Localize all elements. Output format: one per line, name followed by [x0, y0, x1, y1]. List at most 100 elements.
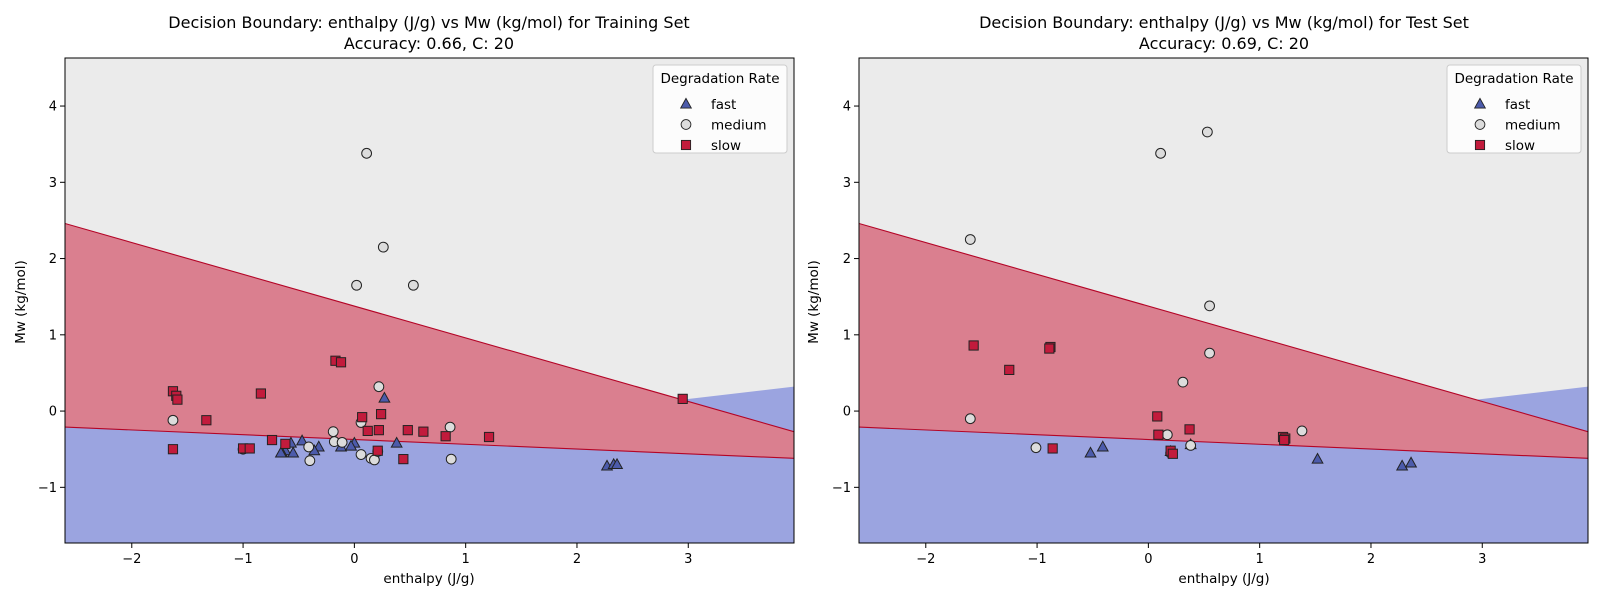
point-slow — [255, 388, 266, 399]
point-medium — [1177, 376, 1189, 388]
chart-subtitle: Accuracy: 0.66, C: 20 — [344, 34, 514, 53]
point-medium — [1185, 439, 1197, 451]
point-medium — [303, 441, 315, 453]
x-axis-label: enthalpy (J/g) — [383, 571, 474, 587]
point-medium — [327, 426, 339, 438]
point-slow — [357, 412, 368, 423]
point-slow — [1167, 448, 1178, 459]
point-slow — [1279, 434, 1290, 446]
region-fast — [859, 427, 1588, 543]
point-fast — [390, 436, 403, 448]
point-medium — [351, 279, 363, 291]
scatter-points — [167, 147, 688, 471]
point-slow — [373, 425, 384, 436]
legend-marker-medium — [680, 119, 692, 130]
point-slow — [483, 431, 495, 443]
y-tick-label: 1 — [49, 328, 57, 343]
point-slow — [172, 394, 183, 405]
point-slow — [1047, 443, 1058, 454]
point-medium — [1201, 126, 1213, 138]
point-fast — [295, 434, 309, 446]
x-tick-label: −2 — [916, 552, 935, 567]
point-slow — [398, 454, 409, 465]
legend-marker-medium — [1474, 119, 1486, 130]
legend-label-medium: medium — [1505, 118, 1560, 134]
chart-training-set: Decision Boundary: enthalpy (J/g) vs Mw … — [13, 13, 795, 587]
legend-marker-slow — [680, 139, 692, 151]
point-medium — [377, 241, 389, 253]
legend-label-fast: fast — [711, 97, 736, 113]
region-slow — [65, 223, 794, 459]
legend: Degradation Rate fast medium slow — [1446, 64, 1582, 154]
point-slow — [201, 415, 212, 426]
legend-title: Degradation Rate — [660, 71, 779, 87]
point-slow — [167, 444, 179, 455]
point-fast — [286, 446, 300, 458]
point-slow — [244, 443, 255, 454]
legend-label-slow: slow — [1505, 138, 1535, 154]
point-medium — [444, 421, 456, 433]
point-medium — [336, 436, 348, 448]
y-tick-label: 4 — [49, 100, 57, 115]
legend-label-slow: slow — [711, 138, 741, 154]
point-slow — [335, 357, 347, 368]
x-tick-label: 1 — [462, 552, 470, 567]
point-fast — [1084, 446, 1097, 458]
y-tick-label: −1 — [832, 481, 851, 496]
point-fast — [610, 457, 624, 469]
point-medium — [407, 279, 419, 291]
point-fast — [344, 439, 358, 451]
boundary-line-upper — [859, 222, 1588, 433]
legend-marker-fast — [1473, 97, 1487, 109]
point-fast — [378, 391, 391, 403]
point-slow — [677, 393, 688, 404]
point-slow — [280, 438, 291, 449]
point-slow — [440, 431, 451, 442]
point-medium — [964, 413, 976, 425]
point-medium — [1296, 425, 1308, 437]
point-fast — [274, 446, 288, 458]
point-slow — [968, 340, 979, 351]
legend-label-medium: medium — [711, 118, 766, 134]
x-tick-label: 0 — [1144, 552, 1152, 567]
y-tick-label: 4 — [843, 100, 851, 115]
chart-subtitle: Accuracy: 0.69, C: 20 — [1139, 34, 1309, 53]
chart-title: Decision Boundary: enthalpy (J/g) vs Mw … — [979, 13, 1469, 32]
point-medium — [964, 234, 976, 245]
y-tick-label: 0 — [49, 405, 57, 420]
y-axis-label: Mw (kg/mol) — [13, 260, 29, 344]
y-axis-label: Mw (kg/mol) — [806, 260, 822, 344]
point-medium — [167, 414, 179, 426]
point-fast — [1404, 456, 1418, 468]
y-tick-label: 0 — [843, 405, 851, 420]
point-medium — [355, 449, 367, 460]
plot-frame — [858, 57, 1589, 544]
chart-test-set: Decision Boundary: enthalpy (J/g) vs Mw … — [806, 13, 1589, 587]
point-slow — [375, 409, 387, 420]
legend-label-fast: fast — [1505, 97, 1530, 113]
point-fast — [1096, 440, 1109, 452]
point-medium — [1204, 347, 1215, 359]
point-medium — [304, 455, 316, 467]
point-slow — [1004, 364, 1015, 375]
x-tick-label: −1 — [1027, 552, 1046, 567]
legend-box — [652, 64, 788, 154]
point-fast — [1311, 452, 1324, 464]
point-medium — [445, 453, 457, 465]
x-tick-label: 3 — [1478, 552, 1486, 567]
x-tick-label: 3 — [684, 552, 692, 567]
x-tick-label: 0 — [350, 552, 358, 567]
x-tick-label: 1 — [1256, 552, 1264, 567]
point-medium — [373, 381, 385, 393]
plot-frame — [64, 57, 795, 544]
region-fast-wedge — [682, 386, 794, 432]
point-slow — [362, 425, 373, 437]
point-slow — [1044, 343, 1055, 354]
chart-title: Decision Boundary: enthalpy (J/g) vs Mw … — [168, 13, 689, 32]
boundary-line-lower — [859, 426, 1588, 459]
point-medium — [1161, 429, 1173, 441]
region-slow — [859, 223, 1588, 459]
point-slow — [1184, 424, 1195, 435]
y-tick-label: 2 — [843, 252, 851, 267]
